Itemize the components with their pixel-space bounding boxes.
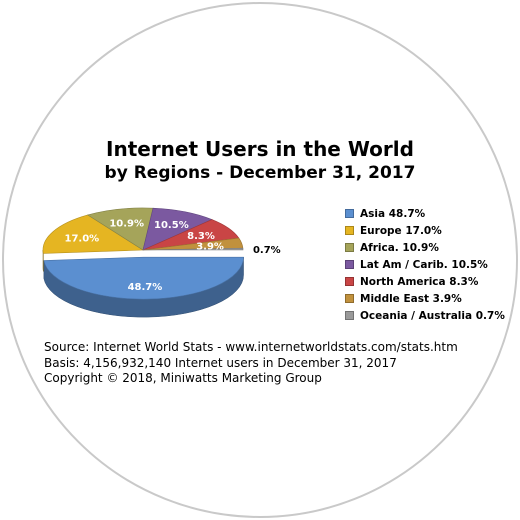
slice-label-lat-am-carib: 10.5%	[154, 220, 189, 231]
legend-swatch	[345, 243, 354, 252]
legend-label: Africa. 10.9%	[360, 241, 439, 254]
slice-asia	[43, 256, 244, 300]
legend-label: Europe 17.0%	[360, 224, 442, 237]
legend-item-lat-am-carib: Lat Am / Carib. 10.5%	[345, 256, 505, 273]
legend-label: Oceania / Australia 0.7%	[360, 309, 505, 322]
legend-item-middle-east: Middle East 3.9%	[345, 290, 505, 307]
chart-legend: Asia 48.7% Europe 17.0% Africa. 10.9% Lat A…	[345, 205, 505, 324]
slice-label-oceania-australia: 0.7%	[253, 245, 281, 256]
legend-item-north-america: North America 8.3%	[345, 273, 505, 290]
legend-label: North America 8.3%	[360, 275, 479, 288]
slice-label-africa: 10.9%	[109, 218, 144, 229]
legend-item-africa: Africa. 10.9%	[345, 239, 505, 256]
legend-item-europe: Europe 17.0%	[345, 222, 505, 239]
source-notes: Source: Internet World Stats - www.inter…	[44, 340, 458, 387]
slice-label-middle-east: 3.9%	[196, 241, 224, 252]
legend-swatch	[345, 311, 354, 320]
copyright-note: Copyright © 2018, Miniwatts Marketing Gr…	[44, 371, 322, 385]
source-note: Source: Internet World Stats - www.inter…	[44, 340, 458, 354]
legend-swatch	[345, 209, 354, 218]
legend-label: Asia 48.7%	[360, 207, 426, 220]
chart-title: Internet Users in the World	[106, 137, 414, 161]
legend-swatch	[345, 226, 354, 235]
legend-label: Middle East 3.9%	[360, 292, 462, 305]
slice-europe	[42, 214, 144, 254]
slice-oceania-australia	[142, 247, 244, 251]
basis-note: Basis: 4,156,932,140 Internet users in D…	[44, 355, 397, 370]
slice-africa	[87, 207, 154, 251]
slice-label-europe: 17.0%	[64, 234, 99, 245]
legend-item-oceania-australia: Oceania / Australia 0.7%	[345, 307, 505, 324]
slice-label-asia: 48.7%	[128, 282, 163, 293]
legend-label: Lat Am / Carib. 10.5%	[360, 258, 488, 271]
slice-label-north-america: 8.3%	[187, 231, 215, 242]
legend-swatch	[345, 294, 354, 303]
chart-subtitle: by Regions - December 31, 2017	[104, 163, 416, 183]
legend-swatch	[345, 260, 354, 269]
legend-item-asia: Asia 48.7%	[345, 205, 505, 222]
legend-swatch	[345, 277, 354, 286]
